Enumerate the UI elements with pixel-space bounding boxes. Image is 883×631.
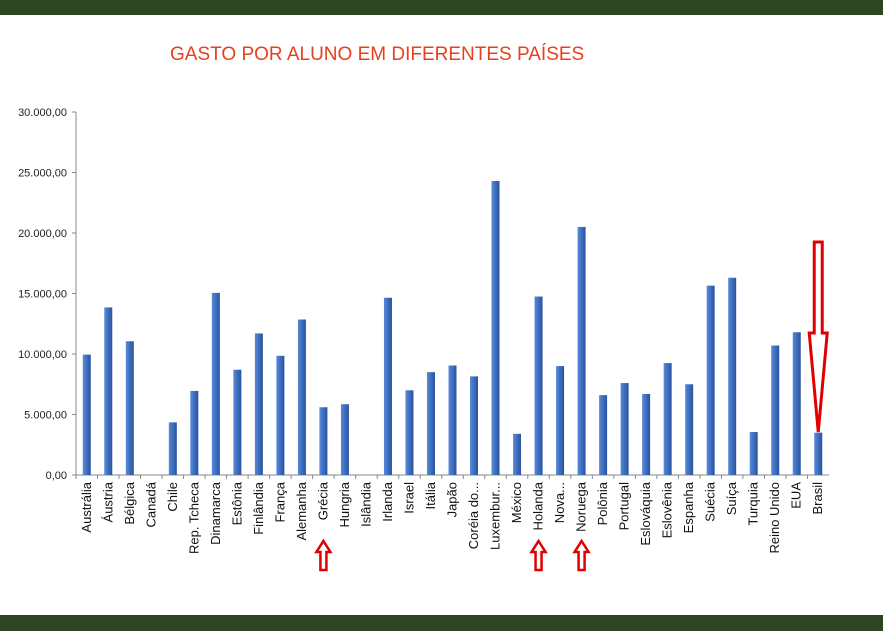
bar: [792, 332, 801, 475]
x-tick-label: Brasil: [810, 482, 825, 515]
x-tick-label: Itália: [423, 481, 438, 509]
x-tick-label: Austrália: [79, 481, 94, 532]
bar: [276, 355, 285, 475]
y-tick-label: 5.000,00: [24, 410, 67, 422]
bar: [599, 395, 608, 475]
y-tick-label: 20.000,00: [18, 228, 67, 240]
bottom-frame-bar: [0, 615, 883, 631]
x-tick-label: Estônia: [229, 481, 244, 525]
bar: [104, 307, 113, 475]
x-tick-label: Chile: [165, 482, 180, 512]
y-tick-label: 25.000,00: [18, 168, 67, 180]
x-tick-label: Canadá: [143, 481, 158, 527]
up-arrow-icon: [572, 538, 591, 572]
x-tick-label: Turquia: [746, 481, 761, 525]
x-tick-label: Polônia: [595, 481, 610, 525]
x-tick-label: Suécia: [703, 481, 718, 522]
x-tick-label: Eslováquia: [638, 481, 653, 545]
bar: [405, 390, 414, 475]
bar: [383, 297, 392, 475]
highlight-arrows: [314, 240, 829, 572]
x-tick-label: EUA: [789, 482, 804, 509]
bar: [211, 292, 220, 475]
bar: [513, 433, 522, 475]
bar: [642, 393, 651, 475]
x-tick-label: Portugal: [617, 482, 632, 531]
chart-axes: 0,00 5.000,00 10.000,00 15.000,00 20.000,00 2…: [18, 107, 829, 482]
bar: [577, 226, 586, 475]
x-tick-label: Reino Unido: [767, 482, 782, 554]
bar: [125, 341, 134, 475]
x-tick-label: Hungria: [337, 481, 352, 527]
top-frame-bar: [0, 0, 883, 15]
x-tick-label: Japão: [445, 482, 460, 517]
x-tick-label: Suíça: [724, 481, 739, 515]
y-tick-label: 10.000,00: [18, 349, 67, 361]
x-tick-label: Grécia: [315, 481, 330, 520]
x-tick-label: Holanda: [531, 481, 546, 530]
x-tick-label: Dinamarca: [208, 481, 223, 545]
bar: [233, 369, 242, 475]
bar: [340, 404, 349, 475]
bar: [82, 354, 91, 475]
bar: [814, 432, 823, 475]
x-tick-label: Áustria: [100, 481, 115, 522]
bar: [470, 376, 479, 475]
bar: [426, 372, 435, 475]
x-tick-label: México: [509, 482, 524, 523]
x-tick-label: Espanha: [681, 481, 696, 533]
x-tick-label: Finlândia: [251, 481, 266, 535]
bar: [749, 432, 758, 475]
bar: [685, 384, 694, 475]
up-arrow-icon: [314, 538, 333, 572]
chart-bars: [82, 180, 823, 475]
bar: [728, 277, 737, 475]
bar: [706, 285, 715, 475]
bar: [168, 422, 177, 475]
x-tick-label: Bélgica: [122, 481, 137, 524]
x-tick-label: Islândia: [358, 481, 373, 527]
y-tick-label: 15.000,00: [18, 289, 67, 301]
bar: [534, 296, 543, 475]
bar: [297, 319, 306, 475]
down-arrow-icon: [807, 240, 829, 433]
bar: [319, 407, 328, 475]
y-tick-label: 0,00: [46, 470, 67, 482]
x-tick-label: Irlanda: [380, 481, 395, 522]
x-tick-label: Rep. Tcheca: [186, 481, 201, 554]
bar: [620, 383, 629, 475]
x-tick-label: Noruega: [574, 481, 589, 532]
x-tick-label: Nova...: [552, 482, 567, 523]
x-tick-label: Coréia do...: [466, 482, 481, 549]
up-arrow-icon: [529, 538, 548, 572]
chart-labels: Austrália Áustria Bélgica Canadá Chile Rep. T…: [79, 481, 825, 554]
x-tick-label: Eslovênia: [660, 481, 675, 538]
bar: [771, 345, 780, 475]
bar: [556, 366, 565, 475]
x-tick-label: França: [272, 481, 287, 522]
x-tick-label: Alemanha: [294, 481, 309, 540]
bar: [663, 363, 672, 475]
y-tick-label: 30.000,00: [18, 107, 67, 119]
bar: [448, 365, 457, 475]
bar: [190, 390, 199, 475]
x-tick-label: Luxembur...: [488, 482, 503, 550]
x-tick-label: Israel: [401, 482, 416, 514]
chart-title: GASTO POR ALUNO EM DIFERENTES PAÍSES: [170, 44, 585, 65]
bar: [254, 333, 263, 475]
bar: [491, 180, 500, 475]
